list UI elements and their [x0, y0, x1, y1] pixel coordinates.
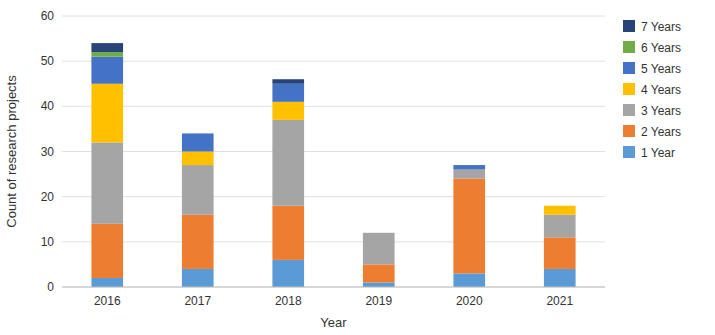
y-tick-label: 0	[47, 280, 54, 294]
x-tick-label: 2016	[94, 294, 121, 308]
bar-segment	[182, 152, 214, 166]
bar-segment	[272, 206, 304, 260]
legend-swatch	[623, 146, 635, 158]
grid-line	[62, 16, 605, 17]
y-tick-label: 40	[41, 99, 55, 113]
bar-segment	[363, 232, 395, 233]
grid	[62, 16, 605, 287]
y-tick-label: 20	[41, 190, 55, 204]
chart: 0 10 20 30 40 50 60 2016 2017 2018 2019 2020 2021 Yea…	[0, 0, 715, 335]
x-tick-label: 2021	[546, 294, 573, 308]
grid-line	[62, 287, 605, 288]
legend-swatch	[623, 83, 635, 95]
bar-segment	[453, 165, 485, 170]
legend-label: 2 Years	[641, 125, 681, 139]
bar-segment	[363, 264, 395, 282]
bar-segment	[544, 237, 576, 269]
legend-label: 7 Years	[641, 20, 681, 34]
y-axis-label: Count of research projects	[4, 75, 19, 228]
bar-segment	[91, 224, 123, 278]
x-tick-label: 2020	[456, 294, 483, 308]
bar-segment	[544, 206, 576, 215]
bar-segment	[272, 102, 304, 120]
bar-segment	[272, 84, 304, 102]
bar-segment	[363, 232, 395, 233]
grid-line	[62, 196, 605, 197]
bar-segment	[91, 84, 123, 143]
bar-segment	[453, 179, 485, 274]
bar-segment	[544, 205, 576, 206]
legend-swatch	[623, 20, 635, 32]
bar-segment	[453, 165, 485, 166]
legend-label: 3 Years	[641, 104, 681, 118]
x-tick-label: 2017	[184, 294, 211, 308]
x-tick-label: 2019	[365, 294, 392, 308]
bar-segment	[453, 170, 485, 179]
x-axis-line	[62, 287, 605, 288]
grid-line	[62, 151, 605, 152]
bar-segment	[91, 142, 123, 223]
legend-label: 6 Years	[641, 41, 681, 55]
bar-segment	[182, 133, 214, 134]
bar-segment	[453, 273, 485, 287]
bar-segment	[182, 165, 214, 215]
legend-label: 1 Year	[641, 146, 675, 160]
bar-segment	[91, 278, 123, 287]
legend-swatch	[623, 41, 635, 53]
bar-segment	[182, 133, 214, 134]
bar-segment	[182, 215, 214, 269]
x-tick-label: 2018	[275, 294, 302, 308]
y-tick-label: 10	[41, 235, 55, 249]
bar-segment	[272, 79, 304, 84]
y-tick-label: 30	[41, 145, 55, 159]
y-tick-label: 50	[41, 54, 55, 68]
y-tick-label: 60	[41, 9, 55, 23]
bar-segment	[363, 232, 395, 233]
legend-swatch	[623, 125, 635, 137]
bar-segment	[363, 232, 395, 233]
bar-segment	[453, 165, 485, 166]
grid-line	[62, 241, 605, 242]
bar-segment	[272, 260, 304, 287]
bar-segment	[91, 57, 123, 84]
bar-segment	[363, 282, 395, 287]
bars	[91, 43, 575, 287]
bar-segment	[544, 215, 576, 238]
x-axis-label: Year	[320, 315, 347, 330]
legend-swatch	[623, 104, 635, 116]
grid-line	[62, 61, 605, 62]
legend-label: 5 Years	[641, 62, 681, 76]
bar-segment	[544, 205, 576, 206]
bar-segment	[272, 120, 304, 206]
bar-segment	[544, 269, 576, 287]
legend: 7 Years 6 Years 5 Years 4 Years 3 Years 2 Yea…	[623, 20, 681, 160]
bar-segment	[182, 269, 214, 287]
bar-segment	[91, 43, 123, 52]
bar-segment	[544, 205, 576, 206]
chart-container: 0 10 20 30 40 50 60 2016 2017 2018 2019 2020 2021 Yea…	[0, 0, 715, 335]
legend-label: 4 Years	[641, 83, 681, 97]
bar-segment	[363, 233, 395, 265]
grid-line	[62, 106, 605, 107]
bar-segment	[91, 52, 123, 57]
bar-segment	[182, 133, 214, 151]
legend-swatch	[623, 62, 635, 74]
